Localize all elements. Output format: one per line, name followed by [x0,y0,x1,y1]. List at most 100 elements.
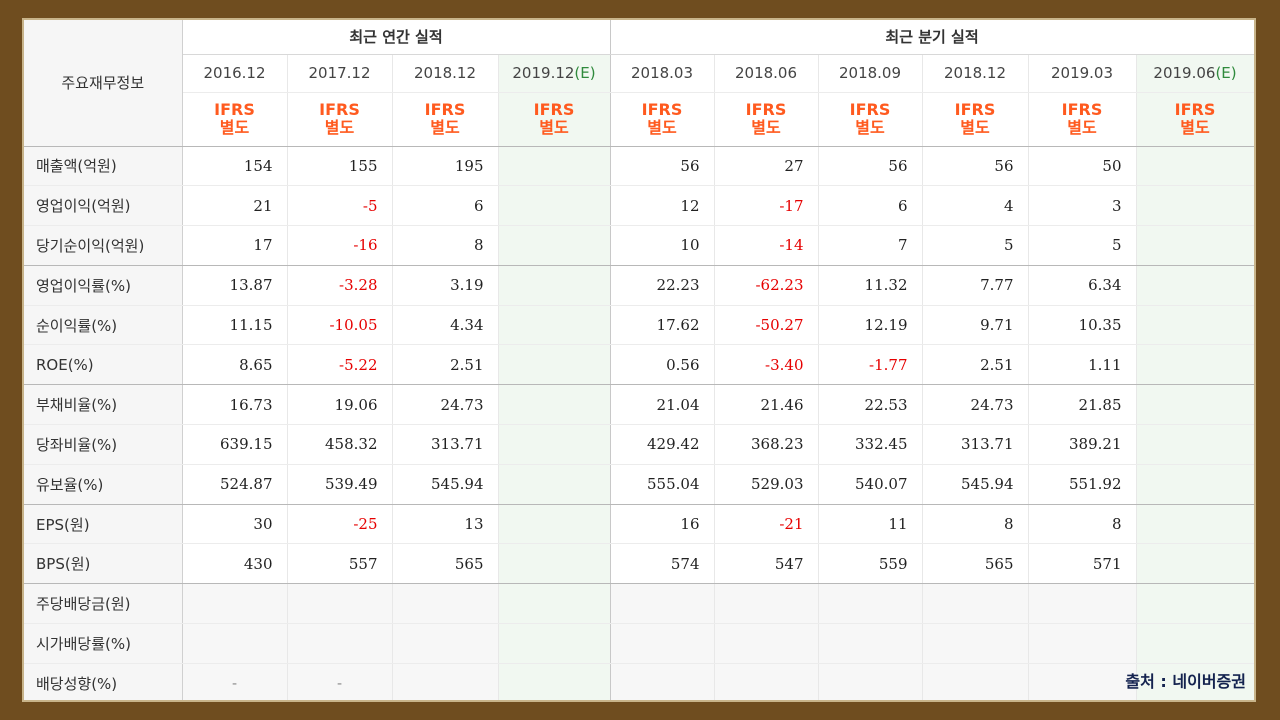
value-cell [1136,504,1254,545]
value-cell [498,344,611,386]
financial-table: 주요재무정보 최근 연간 실적 최근 분기 실적 2016.12 2017.12 2… [24,20,1254,700]
value-cell [1136,583,1254,625]
value-cell: 22.23 [610,265,715,306]
value-cell: 551.92 [1028,464,1137,505]
value-cell: -3.40 [714,344,819,386]
value-cell [610,663,715,700]
period-date-row: 2016.12 2017.12 2018.12 2019.12(E) 2018.03 20… [24,54,1254,93]
table-row: EPS(원) 30 -25 13 16 -21 11 8 8 [24,504,1254,545]
financial-summary-panel: 주요재무정보 최근 연간 실적 최근 분기 실적 2016.12 2017.12 2… [22,18,1256,702]
period-header: 2018.12 [392,54,499,93]
value-cell: 21 [182,185,288,227]
period-header: 2018.09 [818,54,923,93]
source-credit: 출처 : 네이버증권 [1125,672,1246,691]
value-cell: 22.53 [818,384,923,426]
value-cell: 8 [1028,504,1137,545]
section-label: 주요재무정보 [24,20,183,147]
value-cell [182,583,288,625]
table-body: 매출액(억원) 154 155 195 56 27 56 56 50 영업이익(억원) 21 -5 6 1… [24,146,1254,700]
value-cell: 565 [392,543,499,585]
table-row: ROE(%) 8.65 -5.22 2.51 0.56 -3.40 -1.77 2.51 1.1… [24,344,1254,386]
period-header: 2019.03 [1028,54,1137,93]
value-cell [714,663,819,700]
value-cell: 524.87 [182,464,288,505]
value-cell [714,583,819,625]
value-cell: 368.23 [714,424,819,465]
value-cell [1136,185,1254,227]
value-cell: 5 [922,225,1029,266]
row-label: 부채비율(%) [24,384,183,426]
table-row: 당좌비율(%) 639.15 458.32 313.71 429.42 368.23 332… [24,424,1254,465]
value-cell: 13.87 [182,265,288,306]
value-cell [1028,623,1137,664]
value-cell: 12.19 [818,305,923,346]
accounting-standard: IFRS 별도 [392,92,499,147]
value-cell [498,146,611,187]
ifrs-label: IFRS [1061,100,1103,119]
period-date: 2018.09 [838,64,902,82]
separate-basis-label: 별도 [430,118,460,137]
accounting-standard: IFRS 별도 [818,92,923,147]
separate-basis-label: 별도 [855,118,885,137]
value-cell: 332.45 [818,424,923,465]
value-cell [1028,663,1137,700]
separate-basis-label: 별도 [1180,118,1210,137]
value-cell [1136,265,1254,306]
value-cell: 547 [714,543,819,585]
ifrs-label: IFRS [954,100,996,119]
value-cell: 545.94 [392,464,499,505]
value-cell [392,623,499,664]
period-header: 2017.12 [287,54,393,93]
value-cell [1136,663,1254,700]
period-date: 2019.03 [1050,64,1114,82]
ifrs-label: IFRS [424,100,466,119]
value-cell [1136,225,1254,266]
accounting-standard: IFRS 별도 [182,92,288,147]
accounting-standard: IFRS 별도 [1136,92,1254,147]
value-cell [1136,464,1254,505]
value-cell: 430 [182,543,288,585]
value-cell: 8.65 [182,344,288,386]
value-cell: 545.94 [922,464,1029,505]
period-date: 2018.12 [413,64,477,82]
separate-basis-label: 별도 [324,118,355,137]
value-cell: -1.77 [818,344,923,386]
value-cell [498,384,611,426]
ifrs-label: IFRS [214,100,255,119]
estimate-mark: (E) [1215,64,1237,82]
value-cell: -5 [287,185,393,227]
value-cell: 17.62 [610,305,715,346]
value-cell: 571 [1028,543,1137,585]
value-cell: 555.04 [610,464,715,505]
row-label: BPS(원) [24,543,183,585]
value-cell: 639.15 [182,424,288,465]
value-cell [610,583,715,625]
table-row: 시가배당률(%) [24,623,1254,664]
value-cell: 7 [818,225,923,266]
value-cell: 11 [818,504,923,545]
value-cell [818,623,923,664]
value-cell: 4.34 [392,305,499,346]
value-cell [498,543,611,585]
separate-basis-label: 별도 [539,118,569,137]
value-cell [1028,583,1137,625]
value-cell [287,583,393,625]
row-label: EPS(원) [24,504,183,545]
value-cell: 4 [922,185,1029,227]
period-header: 2018.03 [610,54,715,93]
value-cell: 154 [182,146,288,187]
value-cell: 155 [287,146,393,187]
value-cell [392,663,499,700]
value-cell: 574 [610,543,715,585]
value-cell: 565 [922,543,1029,585]
period-date: 2017.12 [308,64,371,82]
value-cell: -3.28 [287,265,393,306]
estimate-mark: (E) [574,64,596,82]
table-row: 영업이익률(%) 13.87 -3.28 3.19 22.23 -62.23 11.32 7.… [24,265,1254,306]
value-cell: 5 [1028,225,1137,266]
value-cell [610,623,715,664]
value-cell: 529.03 [714,464,819,505]
value-cell: 195 [392,146,499,187]
value-cell: 16 [610,504,715,545]
value-cell [1136,344,1254,386]
